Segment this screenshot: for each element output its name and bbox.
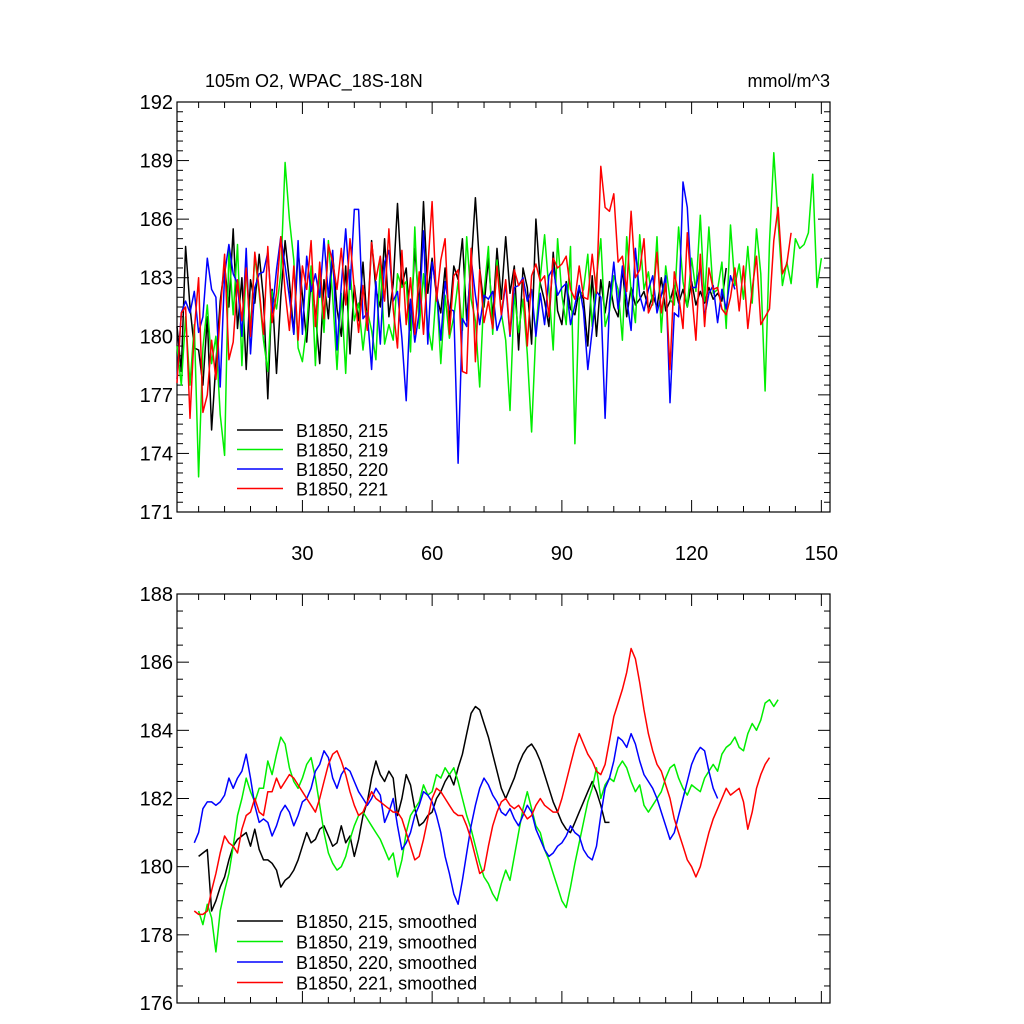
top-panel: 171 174 177 180 183 186 189 192 30 60 90 120 150 B185… xyxy=(140,92,838,565)
chart-title: 105m O2, WPAC_18S-18N xyxy=(205,71,423,92)
legend-label: B1850, 221, smoothed xyxy=(296,974,477,994)
legend-label: B1850, 221 xyxy=(296,480,388,500)
series-line-4 xyxy=(193,647,771,916)
x-tick-label: 90 xyxy=(551,543,573,565)
x-tick-label: 120 xyxy=(675,543,708,565)
y-tick-label: 177 xyxy=(140,385,173,407)
series-line-1 xyxy=(176,196,727,431)
legend-label: B1850, 219 xyxy=(296,441,388,461)
y-tick-label: 186 xyxy=(140,652,173,674)
y-tick-label: 184 xyxy=(140,720,173,742)
series-line-4 xyxy=(176,165,792,420)
y-tick-label: 182 xyxy=(140,789,173,811)
y-tick-label: 188 xyxy=(140,584,173,606)
series-line-3 xyxy=(193,732,719,905)
x-tick-label: 150 xyxy=(805,543,838,565)
legend-label: B1850, 220, smoothed xyxy=(296,953,477,973)
x-tick-label: 60 xyxy=(421,543,443,565)
bottom-panel: 176 178 180 182 184 186 188 B1850, 215, smoothe… xyxy=(140,584,831,1015)
y-tick-label: 189 xyxy=(140,151,173,173)
y-tick-label: 176 xyxy=(140,993,173,1015)
legend-label: B1850, 219, smoothed xyxy=(296,933,477,953)
y-tick-label: 180 xyxy=(140,326,173,348)
y-tick-label: 178 xyxy=(140,925,173,947)
y-tick-label: 192 xyxy=(140,92,173,114)
y-tick-label: 174 xyxy=(140,443,173,465)
y-tick-label: 171 xyxy=(140,502,173,524)
series-line-1 xyxy=(198,705,610,912)
series-line-2 xyxy=(197,698,779,953)
y-tick-label: 183 xyxy=(140,268,173,290)
series-line-3 xyxy=(176,181,736,464)
units-label: mmol/m^3 xyxy=(748,71,830,91)
y-tick-label: 180 xyxy=(140,857,173,879)
y-tick-label: 186 xyxy=(140,209,173,231)
legend-label: B1850, 220 xyxy=(296,460,388,480)
legend-label: B1850, 215 xyxy=(296,421,388,441)
x-tick-label: 30 xyxy=(291,543,313,565)
legend-label: B1850, 215, smoothed xyxy=(296,912,477,932)
